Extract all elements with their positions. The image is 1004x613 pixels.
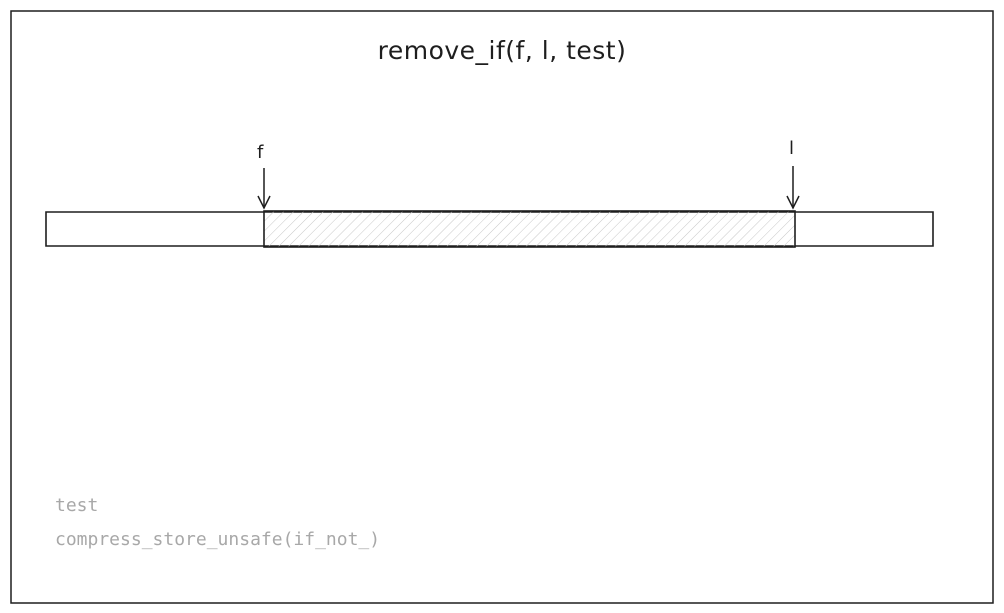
code-line-compress: compress_store_unsafe(if_not_) [55,529,381,550]
code-line-test: test [55,495,99,516]
range-highlight [263,210,796,248]
arrow-l-icon [786,166,800,210]
outer-frame [10,10,994,604]
pointer-label-l: l [789,138,795,159]
pointer-label-f: f [257,142,264,163]
diagram-title: remove_if(f, l, test) [377,36,627,65]
arrow-f-icon [257,168,271,210]
